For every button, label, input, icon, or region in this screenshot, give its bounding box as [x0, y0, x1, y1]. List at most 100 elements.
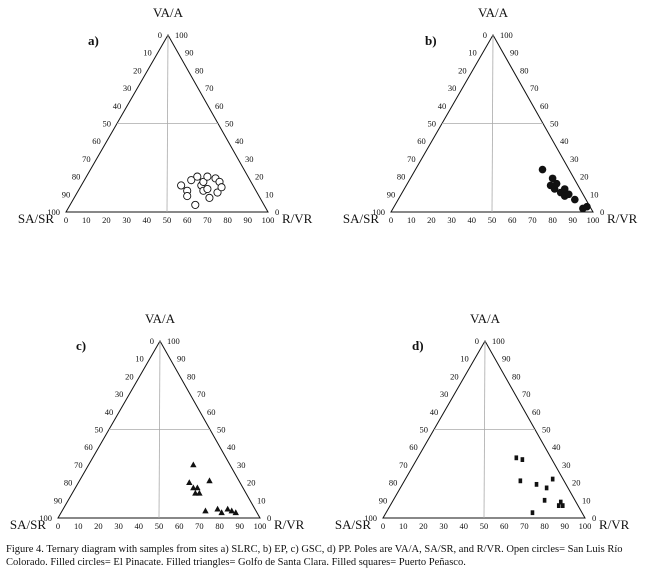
tick-label-right: 0	[592, 513, 596, 523]
data-point	[228, 507, 235, 514]
tick-label-bottom: 90	[569, 215, 578, 225]
data-point	[560, 185, 569, 193]
ternary-panel-c: VA/ASA/SR R/VRc)0001010102020203030304040…	[10, 311, 305, 532]
data-point	[190, 461, 197, 468]
data-point	[193, 172, 202, 181]
tick-label-right: 50	[542, 425, 551, 435]
tick-label-left: 100	[364, 513, 377, 523]
data-point	[192, 489, 199, 496]
tick-label-right: 30	[562, 460, 571, 470]
tick-label-right: 100	[500, 30, 513, 40]
tick-label-bottom: 20	[102, 215, 111, 225]
tick-label-left: 50	[95, 425, 104, 435]
tick-label-bottom: 70	[520, 521, 529, 531]
data-point	[190, 484, 197, 491]
tick-label-right: 10	[590, 189, 599, 199]
tick-label-bottom: 40	[468, 215, 477, 225]
pole-label-right: R/VR	[282, 211, 313, 226]
tick-label-right: 90	[502, 354, 511, 364]
tick-label-left: 80	[397, 172, 406, 182]
pole-label-top: VA/A	[153, 5, 184, 20]
tick-label-bottom: 80	[548, 215, 557, 225]
panel-label: c)	[76, 338, 86, 353]
tick-label-left: 90	[54, 495, 63, 505]
tick-label-bottom: 90	[236, 521, 245, 531]
panel-label: d)	[412, 338, 424, 353]
tick-label-bottom: 70	[528, 215, 537, 225]
tick-label-bottom: 50	[163, 215, 172, 225]
tick-label-bottom: 50	[488, 215, 497, 225]
tick-label-left: 80	[72, 172, 81, 182]
tick-label-bottom: 40	[135, 521, 144, 531]
tick-label-left: 0	[475, 336, 479, 346]
data-point	[206, 477, 213, 484]
pole-label-top: VA/A	[470, 311, 501, 326]
tick-label-bottom: 10	[74, 521, 83, 531]
tick-label-left: 30	[123, 83, 132, 93]
tick-label-left: 60	[84, 442, 93, 452]
data-point	[187, 176, 196, 185]
tick-label-right: 20	[255, 172, 264, 182]
tick-label-bottom: 60	[183, 215, 192, 225]
data-point	[538, 165, 547, 174]
tick-label-bottom: 100	[587, 215, 600, 225]
data-point	[548, 174, 557, 183]
tick-label-bottom: 20	[94, 521, 103, 531]
tick-label-bottom: 10	[82, 215, 91, 225]
tick-label-bottom: 10	[399, 521, 408, 531]
tick-label-bottom: 80	[540, 521, 549, 531]
tick-label-right: 50	[225, 119, 234, 129]
tick-label-right: 10	[582, 495, 591, 505]
tick-label-left: 100	[39, 513, 52, 523]
tick-label-right: 40	[235, 136, 244, 146]
tick-label-bottom: 70	[203, 215, 212, 225]
data-point	[199, 177, 208, 186]
tick-label-left: 10	[460, 354, 469, 364]
tick-label-bottom: 80	[215, 521, 224, 531]
ternary-panel-b: VA/ASA/SR R/VRb)0001010102020203030304040…	[343, 5, 638, 226]
tick-label-left: 20	[450, 371, 459, 381]
tick-label-left: 60	[409, 442, 418, 452]
tick-label-left: 60	[92, 136, 101, 146]
tick-label-left: 20	[125, 371, 134, 381]
tick-label-left: 40	[438, 101, 447, 111]
tick-label-right: 100	[175, 30, 188, 40]
data-point	[214, 505, 221, 512]
tick-label-left: 30	[115, 389, 124, 399]
data-point	[194, 484, 201, 491]
tick-label-right: 100	[492, 336, 505, 346]
tick-label-left: 20	[133, 65, 142, 75]
tick-label-bottom: 10	[407, 215, 416, 225]
tick-label-right: 20	[580, 172, 589, 182]
tick-label-right: 40	[560, 136, 569, 146]
tick-label-left: 0	[483, 30, 487, 40]
data-point	[556, 503, 561, 509]
tick-label-right: 80	[195, 65, 204, 75]
pole-label-left: SA/SR	[343, 211, 379, 226]
tick-label-left: 0	[158, 30, 162, 40]
data-point	[564, 190, 573, 199]
tick-label-left: 100	[372, 207, 385, 217]
tick-label-left: 50	[420, 425, 429, 435]
data-point	[552, 179, 561, 188]
tick-label-bottom: 30	[447, 215, 456, 225]
tick-label-left: 40	[105, 407, 114, 417]
tick-label-bottom: 70	[195, 521, 204, 531]
tick-label-right: 70	[522, 389, 531, 399]
tick-label-bottom: 0	[64, 215, 68, 225]
data-point	[520, 457, 525, 462]
tick-label-right: 100	[167, 336, 180, 346]
tick-label-bottom: 100	[262, 215, 275, 225]
tick-label-left: 10	[468, 48, 477, 58]
tick-label-right: 10	[257, 495, 266, 505]
ternary-figure: VA/ASA/SR R/VRa)0001010102020203030304040…	[10, 5, 638, 532]
data-point	[558, 499, 563, 505]
data-point	[203, 172, 212, 181]
tick-label-right: 60	[532, 407, 541, 417]
tick-label-right: 80	[512, 371, 521, 381]
data-point	[530, 510, 535, 516]
pole-label-top: VA/A	[478, 5, 509, 20]
data-point	[514, 455, 519, 461]
tick-label-left: 90	[387, 189, 396, 199]
tick-label-bottom: 50	[480, 521, 489, 531]
